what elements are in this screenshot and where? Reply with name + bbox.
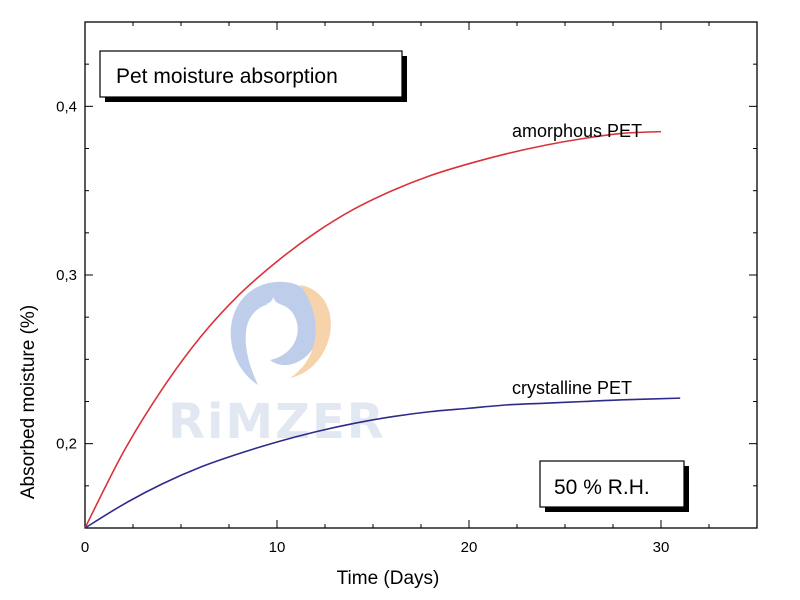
y-tick-label: 0,2 [56, 436, 77, 453]
y-axis-title: Absorbed moisture (%) [18, 305, 39, 499]
x-tick-label: 20 [461, 539, 478, 556]
title-box: Pet moisture absorption [99, 50, 407, 102]
plot-frame [84, 21, 758, 529]
y-tick-label: 0,4 [56, 98, 77, 115]
watermark-arc-icon [290, 285, 331, 378]
chart-title: Pet moisture absorption [116, 65, 338, 88]
condition-box: 50 % R.H. [539, 460, 689, 512]
watermark-star-icon: ✦ [264, 292, 282, 317]
x-tick-label: 0 [81, 539, 89, 556]
x-axis-title: Time (Days) [337, 568, 440, 589]
series-line-amorphous [84, 130, 662, 529]
watermark-text: RiMZER [168, 394, 386, 450]
series-lines [84, 130, 681, 529]
y-tick-label: 0,3 [56, 267, 77, 284]
watermark-swirl-icon [230, 281, 321, 385]
series-line-crystalline [84, 397, 681, 529]
x-tick-label: 10 [269, 539, 286, 556]
axis-ticks: 0 10 20 30 0,2 0,3 0,4 [56, 21, 758, 556]
series-label-amorphous: amorphous PET [512, 121, 642, 141]
series-label-crystalline: crystalline PET [512, 378, 632, 398]
title-box-frame [99, 50, 403, 98]
condition-box-frame [539, 460, 685, 508]
condition-label: 50 % R.H. [554, 476, 650, 499]
x-tick-label: 30 [653, 539, 670, 556]
watermark-logo: ✦ RiMZER [168, 281, 386, 450]
